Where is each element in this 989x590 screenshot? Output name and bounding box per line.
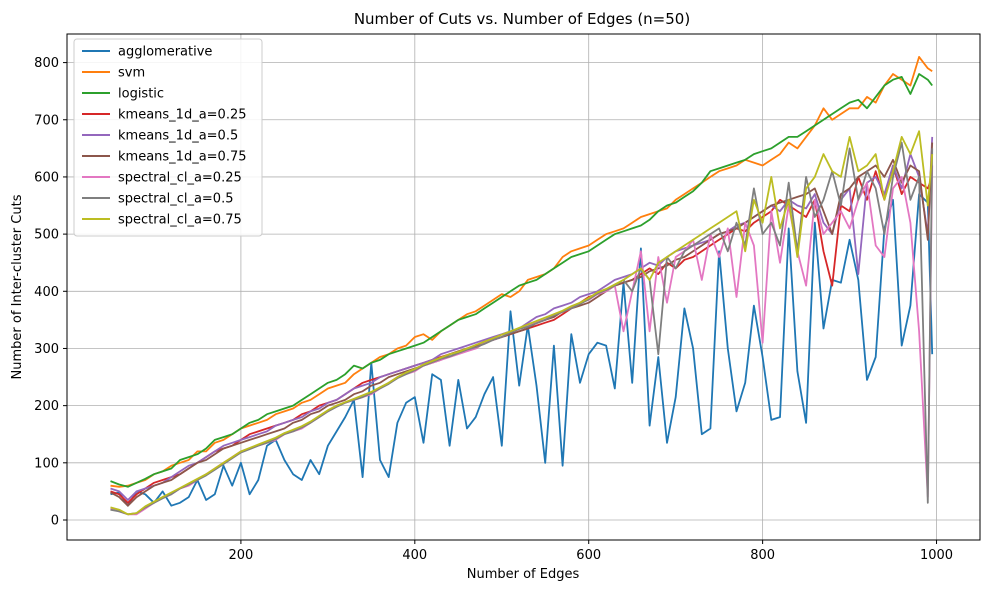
series-line-kmeans-1d-a-0-75 — [110, 142, 934, 507]
series-line-spectral-cl-a-0-75 — [110, 130, 934, 516]
y-tick-label: 300 — [34, 342, 59, 357]
y-tick-label: 700 — [34, 113, 59, 128]
legend-entry-label: kmeans_1d_a=0.25 — [118, 108, 247, 123]
x-tick-label: 800 — [750, 548, 775, 563]
x-tick-label: 200 — [228, 548, 253, 563]
y-axis: 0 100 200 300 400 500 600 700 800 — [34, 56, 67, 528]
legend-entry-label: kmeans_1d_a=0.5 — [118, 129, 238, 144]
plot-frame — [66, 33, 981, 541]
legend-entry-label: spectral_cl_a=0.75 — [118, 213, 242, 228]
y-tick-label: 100 — [34, 456, 59, 471]
legend-box — [73, 38, 263, 237]
legend: agglomerative svm logistic kmeans_1d_a=0.25… — [73, 38, 263, 237]
legend-entry-label: logistic — [118, 87, 164, 102]
gridlines — [67, 34, 980, 540]
x-tick-label: 400 — [402, 548, 427, 563]
x-tick-label: 600 — [576, 548, 601, 563]
chart-title: Number of Cuts vs. Number of Edges (n=50… — [354, 10, 690, 28]
x-tick-label: 1000 — [920, 548, 953, 563]
legend-entry-label: svm — [118, 66, 145, 81]
y-tick-label: 500 — [34, 228, 59, 243]
y-tick-label: 0 — [51, 513, 59, 528]
series-line-logistic — [110, 73, 933, 488]
legend-entry-label: kmeans_1d_a=0.75 — [118, 150, 247, 165]
legend-entry-label: spectral_cl_a=0.25 — [118, 171, 242, 186]
y-tick-label: 800 — [34, 56, 59, 71]
y-axis-label: Number of Inter-cluster Cuts — [10, 194, 25, 379]
y-tick-label: 200 — [34, 399, 59, 414]
series-line-agglomerative — [110, 193, 934, 507]
legend-entry-label: agglomerative — [118, 45, 212, 60]
series-lines — [110, 56, 934, 516]
legend-entry-label: spectral_cl_a=0.5 — [118, 192, 233, 207]
y-tick-label: 400 — [34, 285, 59, 300]
series-line-svm — [110, 56, 933, 488]
x-axis-label: Number of Edges — [467, 567, 580, 582]
x-axis: 200 400 600 800 1000 — [228, 540, 953, 563]
y-tick-label: 600 — [34, 170, 59, 185]
